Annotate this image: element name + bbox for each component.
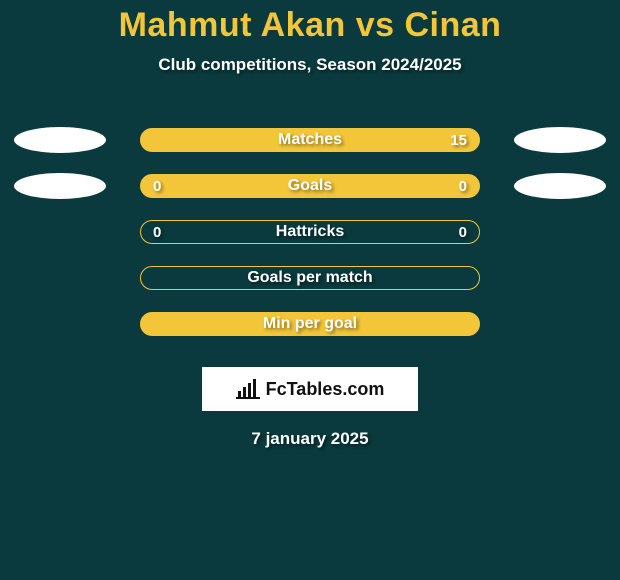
stat-label: Goals per match: [247, 269, 372, 287]
stat-value-left: 0: [153, 178, 161, 195]
stat-row-minpg: Min per goal: [0, 301, 620, 347]
player-right-oval: [514, 173, 606, 199]
page-subtitle: Club competitions, Season 2024/2025: [0, 55, 620, 75]
stat-bar-goalspm: Goals per match: [140, 266, 480, 290]
logo-text: FcTables.com: [266, 379, 385, 400]
stat-value-right: 15: [450, 132, 467, 149]
stat-label: Hattricks: [276, 223, 344, 241]
stat-label: Min per goal: [263, 315, 357, 333]
stat-value-right: 0: [459, 178, 467, 195]
stat-value-right: 0: [459, 224, 467, 241]
stats-area: Matches 15 0 Goals 0 0 Hattricks 0: [0, 117, 620, 347]
stat-row-goals: 0 Goals 0: [0, 163, 620, 209]
stat-row-goalspm: Goals per match: [0, 255, 620, 301]
stat-bar-hattricks: 0 Hattricks 0: [140, 220, 480, 244]
player-left-oval: [14, 173, 106, 199]
stat-bar-goals: 0 Goals 0: [140, 174, 480, 198]
player-left-oval: [14, 127, 106, 153]
bar-chart-icon: [236, 379, 260, 399]
stat-bar-minpg: Min per goal: [140, 312, 480, 336]
stat-label: Matches: [278, 131, 342, 149]
stat-row-matches: Matches 15: [0, 117, 620, 163]
player-right-oval: [514, 127, 606, 153]
page-title: Mahmut Akan vs Cinan: [0, 6, 620, 45]
comparison-card: Mahmut Akan vs Cinan Club competitions, …: [0, 0, 620, 580]
stat-row-hattricks: 0 Hattricks 0: [0, 209, 620, 255]
logo-inner: FcTables.com: [236, 379, 385, 400]
stat-bar-matches: Matches 15: [140, 128, 480, 152]
stat-value-left: 0: [153, 224, 161, 241]
fctables-logo[interactable]: FcTables.com: [202, 367, 418, 411]
date-line: 7 january 2025: [0, 429, 620, 449]
stat-label: Goals: [288, 177, 332, 195]
